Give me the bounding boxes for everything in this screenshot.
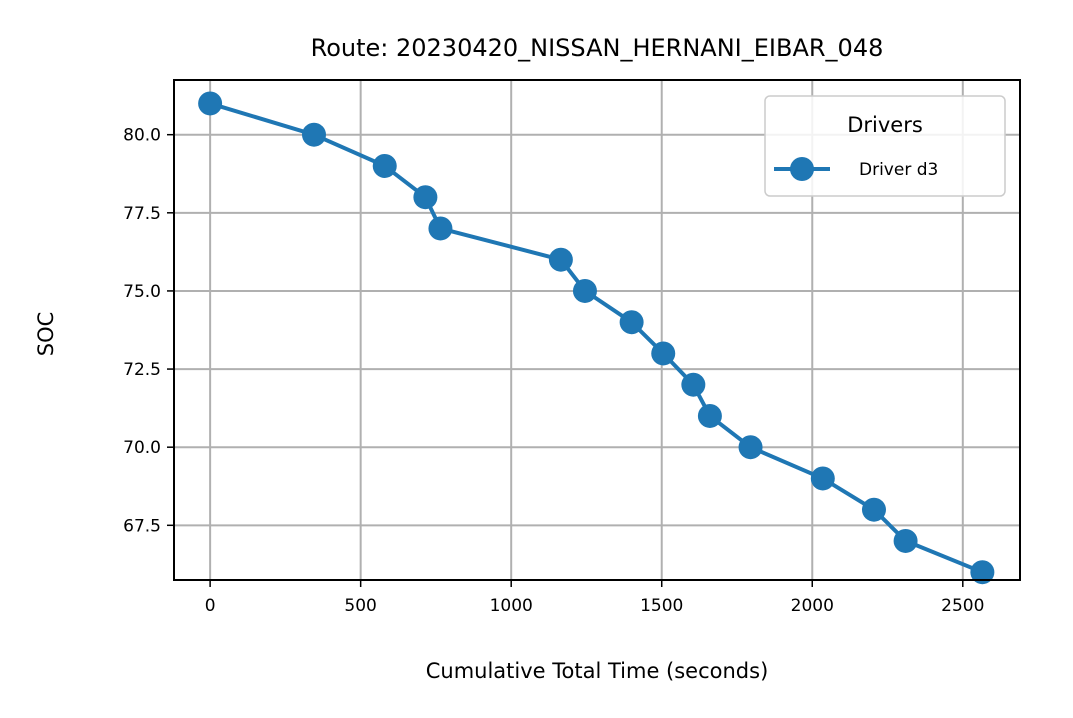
data-point [651, 341, 676, 366]
y-tick-label: 70.0 [123, 438, 161, 458]
y-tick-label: 67.5 [123, 516, 161, 536]
x-tick-label: 2500 [941, 596, 984, 616]
chart-title: Route: 20230420_NISSAN_HERNANI_EIBAR_048 [311, 34, 884, 62]
data-point [810, 466, 835, 491]
data-point [198, 91, 223, 116]
data-point [301, 122, 326, 147]
grid-lines [174, 80, 1020, 580]
data-point [681, 372, 706, 397]
series-line-driver-d3 [209, 101, 984, 575]
y-tick-label: 77.5 [123, 204, 161, 224]
data-point [738, 435, 763, 460]
y-tick-label: 80.0 [123, 126, 161, 146]
plot-frame [173, 79, 1021, 581]
legend-label-driver-d3: Driver d3 [859, 160, 938, 180]
x-tick-label: 500 [344, 596, 376, 616]
y-tick-label: 72.5 [123, 360, 161, 380]
y-tick-label: 75.0 [123, 282, 161, 302]
data-point [372, 153, 397, 178]
data-point [893, 528, 918, 553]
legend-title: Drivers [847, 113, 923, 137]
y-axis-title: SOC [34, 312, 58, 357]
data-point [428, 216, 453, 241]
axis-ticks: 0 500 1000 1500 2000 2500 67.5 70.0 72.5 75.0 77.5… [123, 126, 984, 616]
x-axis-title: Cumulative Total Time (seconds) [426, 659, 769, 683]
legend: Drivers Driver d3 [764, 95, 1006, 197]
data-point [413, 185, 438, 210]
data-point [572, 278, 597, 303]
data-point [619, 310, 644, 335]
data-point [861, 497, 886, 522]
data-point [970, 560, 995, 585]
legend-marker-driver-d3 [790, 157, 814, 181]
x-tick-label: 1500 [640, 596, 683, 616]
x-tick-label: 2000 [791, 596, 834, 616]
data-point [697, 403, 722, 428]
data-series [198, 91, 995, 585]
x-tick-label: 0 [205, 596, 216, 616]
legend-box [764, 95, 1006, 197]
data-point [548, 247, 573, 272]
x-tick-label: 1000 [490, 596, 533, 616]
